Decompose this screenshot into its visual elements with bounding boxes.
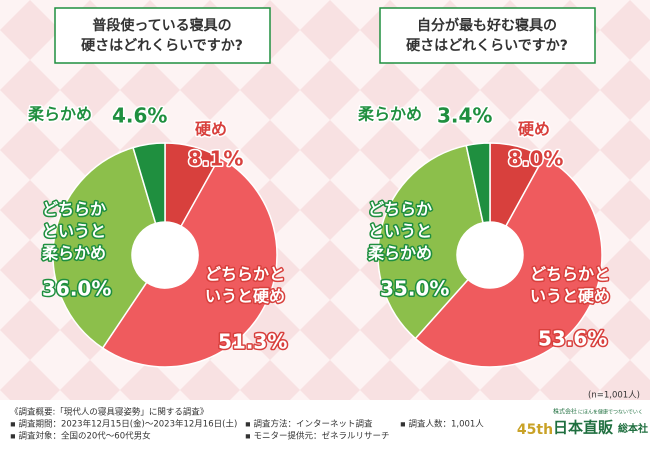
category-label: 柔らかめ (367, 244, 432, 263)
category-label: というと (368, 222, 432, 241)
value-label: 35.0% (380, 277, 449, 301)
donut-hole (132, 222, 198, 288)
chart-title: 自分が最も好む寝具の (417, 17, 557, 34)
category-label: どちらかと (205, 265, 285, 284)
sample-note: (n=1,001人) (588, 391, 640, 401)
value-label: 53.6% (538, 327, 607, 351)
category-label: 硬め (518, 120, 550, 139)
footer-heading: 《調査概要:「現代人の寝具寝姿勢」に関する調査》 (10, 407, 208, 418)
title-box (379, 7, 596, 64)
chart-title: 普段使っている寝具の (92, 17, 231, 34)
chart-title: 硬さはどれくらいですか? (81, 38, 243, 54)
category-label: いうと硬め (530, 287, 610, 306)
chart-title: 硬さはどれくらいですか? (406, 38, 568, 54)
footer-item: ▪ 調査対象：全国の20代〜60代男女 (10, 431, 151, 442)
value-label: 36.0% (42, 277, 111, 301)
category-label: というと (42, 222, 106, 241)
logo-name: 日本直販 (553, 419, 614, 437)
footer-item: ▪ モニター提供元：ゼネラルリサーチ (245, 431, 389, 442)
category-label: どちらかと (530, 265, 610, 284)
title-box (54, 7, 271, 64)
logo-prefix: 株式会社 (553, 408, 577, 416)
category-label: どちらか (42, 200, 106, 219)
logo-tagline: にほんを健康でつないでいく (578, 409, 643, 416)
value-label: 4.6% (112, 104, 167, 128)
footer-item: ▪ 調査期間：2023年12月15日(金)〜2023年12月16日(土) (10, 419, 237, 430)
logo-badge: 45th (517, 422, 553, 438)
category-label: 柔らかめ (41, 244, 106, 263)
footer-item: ▪ 調査方法：インターネット調査 (245, 419, 373, 430)
value-label: 8.1% (188, 147, 243, 171)
category-label: どちらか (368, 200, 432, 219)
value-label: 8.0% (508, 147, 563, 171)
category-label: いうと硬め (205, 287, 285, 306)
donut-hole (457, 222, 523, 288)
category-label: 柔らかめ (27, 105, 92, 124)
category-label: 硬め (195, 120, 227, 139)
footer-band (0, 400, 650, 450)
footer-item: ▪ 調査人数：1,001人 (400, 419, 484, 430)
category-label: 柔らかめ (357, 105, 422, 124)
value-label: 51.3% (218, 330, 287, 354)
value-label: 3.4% (437, 104, 492, 128)
logo-suffix: 総本社 (618, 422, 648, 435)
